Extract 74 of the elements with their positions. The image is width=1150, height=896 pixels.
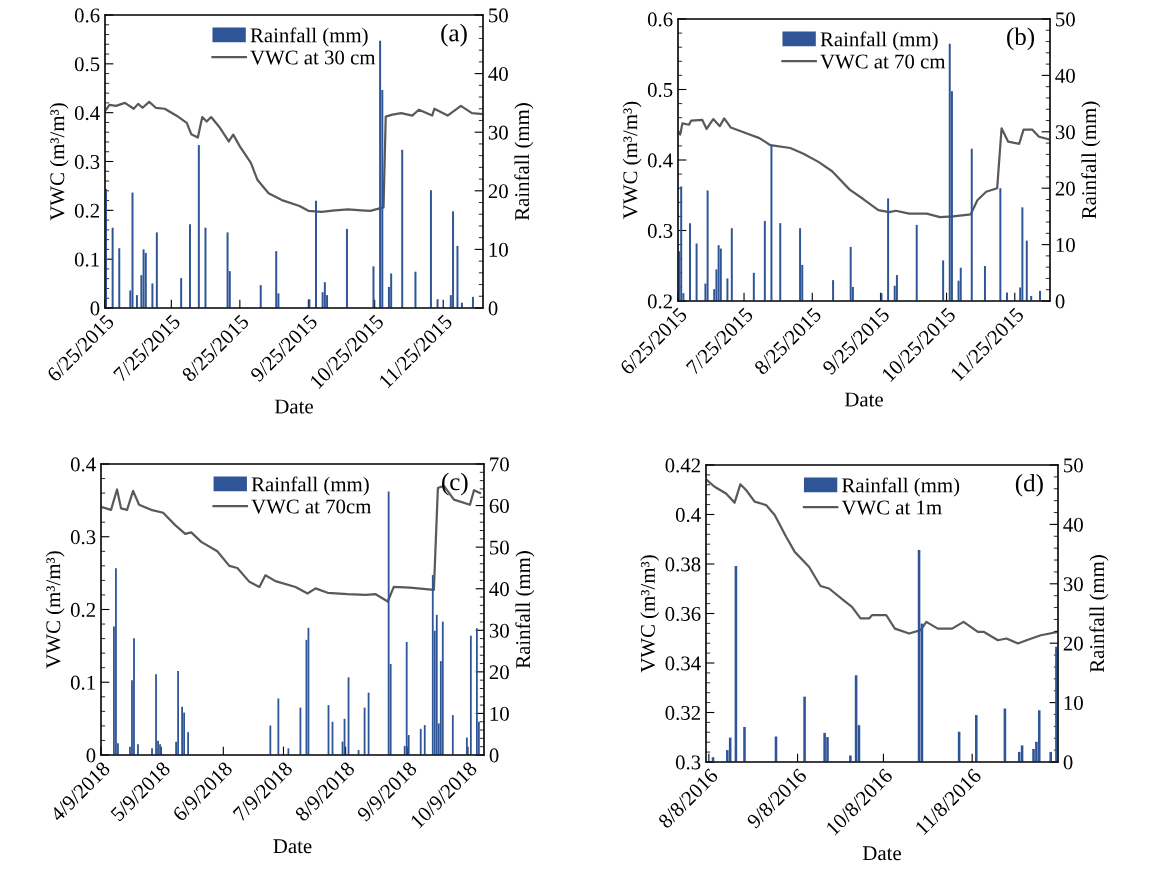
y-tick-label: 0.4: [74, 106, 100, 121]
legend-label: Rainfall (mm): [842, 477, 960, 497]
x-axis-title: Date: [274, 399, 313, 414]
y-tick-label: 0.4: [647, 153, 673, 168]
annotation: (d): [1015, 473, 1043, 497]
y-tick-label: 0.38: [665, 557, 701, 572]
y2-axis-title: Rainfall (mm): [515, 551, 535, 669]
legend-label: Rainfall (mm): [250, 27, 368, 47]
y2-tick-label: 10: [1056, 237, 1075, 253]
y-tick-label: 0.2: [70, 602, 95, 618]
y-tick-label: 0.5: [647, 82, 673, 98]
y2-axis-title: Rainfall (mm): [514, 103, 534, 221]
annotation: (b): [1007, 27, 1035, 51]
x-axis-title: Date: [844, 392, 883, 407]
y2-tick-label: 0: [488, 301, 498, 316]
legend-label: Rainfall (mm): [820, 31, 938, 51]
y-tick-label: 0.34: [665, 656, 701, 671]
y2-tick-label: 30: [488, 125, 508, 140]
y2-tick-label: 20: [488, 184, 508, 199]
y-tick-label: 0.2: [74, 203, 99, 218]
y2-tick-label: 30: [489, 623, 509, 638]
y2-tick-label: 40: [488, 66, 508, 82]
legend-label: VWC at 70 cm: [820, 54, 946, 69]
y-axis-title: VWC (m³/m³): [622, 101, 642, 219]
annotation: (c): [442, 472, 468, 496]
y-tick-label: 0.1: [70, 675, 95, 690]
y-tick-label: 0.5: [74, 57, 100, 72]
y-axis-title: VWC (m³/m³): [45, 551, 65, 669]
y-axis-title: VWC (m³/m³): [49, 103, 69, 221]
y2-tick-label: 40: [489, 582, 509, 597]
y-tick-label: 0.42: [665, 458, 700, 473]
y2-tick-label: 20: [489, 665, 509, 680]
y-tick-label: 0.4: [675, 507, 701, 523]
y2-tick-label: 50: [490, 540, 509, 555]
y-tick-label: 0.32: [665, 705, 700, 721]
y-tick-label: 0.6: [74, 8, 100, 23]
y-tick-label: 0.3: [647, 223, 673, 239]
y2-tick-label: 30: [1063, 577, 1083, 592]
y-tick-label: 0.36: [665, 606, 701, 622]
x-axis-title: Date: [273, 839, 312, 854]
y-tick-label: 0: [90, 301, 100, 316]
y2-axis-title: Rainfall (mm): [1081, 101, 1101, 219]
y2-tick-label: 0: [1063, 755, 1073, 770]
y-tick-label: 0.3: [675, 755, 701, 770]
y2-axis-title: Rainfall (mm): [1089, 555, 1109, 673]
y-tick-label: 0.3: [70, 530, 96, 545]
annotation: (a): [441, 23, 467, 47]
y2-tick-label: 10: [490, 706, 509, 721]
y2-tick-label: 40: [1063, 517, 1083, 532]
y-axis-title: VWC (m³/m³): [640, 555, 660, 673]
y2-tick-label: 0: [489, 748, 499, 763]
y2-tick-label: 30: [1055, 125, 1075, 140]
y2-tick-label: 50: [1064, 458, 1083, 473]
legend-label: VWC at 70cm: [251, 499, 372, 514]
y-tick-label: 0: [86, 748, 96, 763]
legend-label: Rainfall (mm): [251, 476, 369, 496]
y2-tick-label: 50: [1056, 12, 1075, 27]
y2-tick-label: 10: [489, 242, 508, 257]
y2-tick-label: 20: [1063, 636, 1083, 651]
y-tick-label: 0.6: [647, 12, 673, 27]
y-tick-label: 0.3: [74, 154, 100, 170]
y2-tick-label: 10: [1064, 695, 1083, 711]
x-axis-title: Date: [862, 846, 901, 861]
y2-tick-label: 0: [1055, 294, 1065, 309]
y2-tick-label: 40: [1055, 68, 1075, 83]
y2-tick-label: 20: [1055, 181, 1075, 196]
y2-tick-label: 60: [489, 498, 509, 513]
legend-label: VWC at 30 cm: [250, 50, 376, 65]
y2-tick-label: 50: [489, 8, 508, 23]
legend-label: VWC at 1m: [841, 500, 942, 515]
y-tick-label: 0.1: [74, 252, 99, 267]
y2-tick-label: 70: [490, 457, 509, 472]
y-tick-label: 0.4: [70, 457, 96, 472]
y-tick-label: 0.2: [647, 294, 672, 309]
